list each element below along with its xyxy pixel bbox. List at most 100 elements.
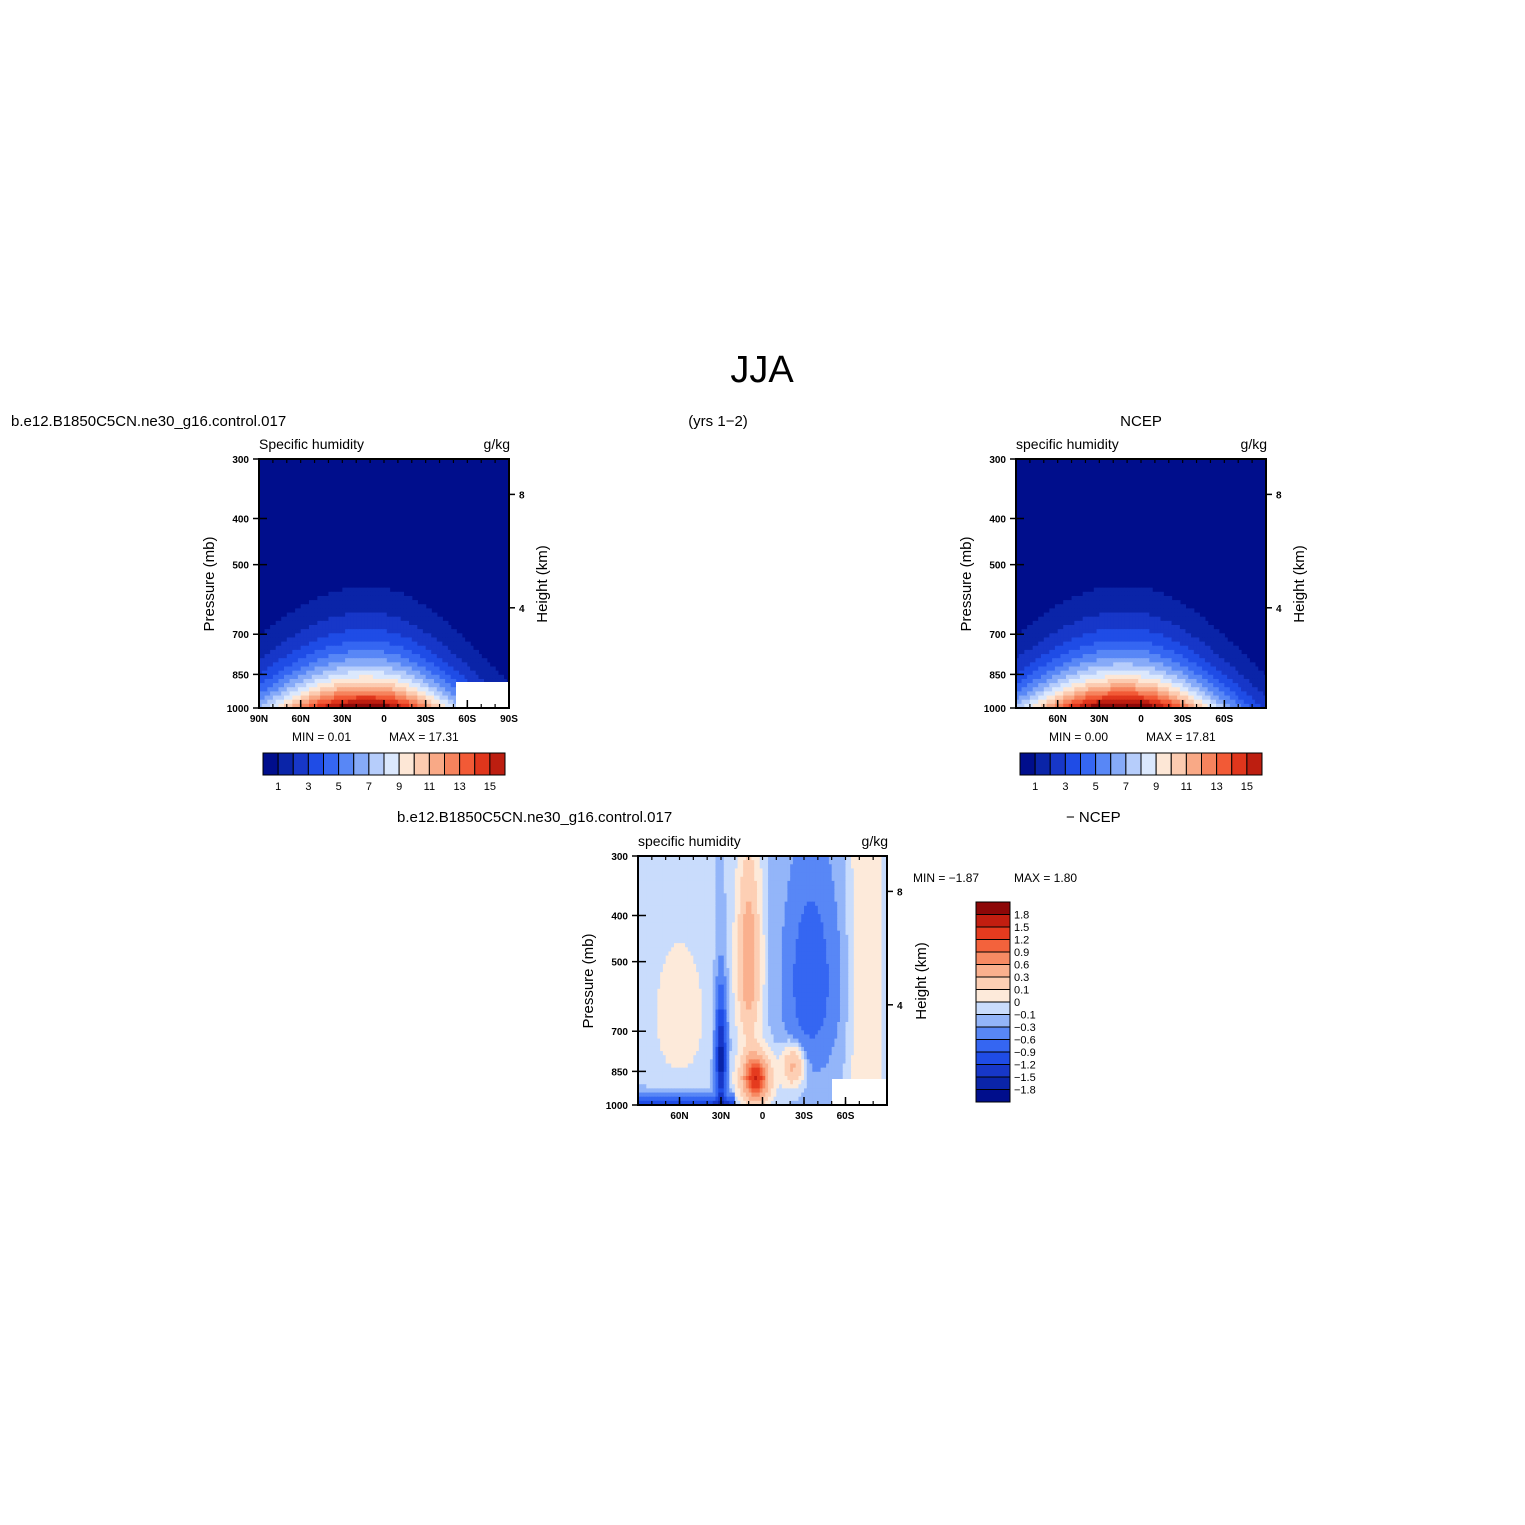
obs-cell — [1185, 658, 1189, 663]
obs-cell — [1157, 699, 1162, 705]
model-cell — [397, 608, 402, 614]
model-cell — [414, 604, 418, 609]
obs-cell — [1043, 641, 1048, 647]
obs-cell — [1082, 637, 1087, 643]
model-cell — [370, 641, 374, 647]
model-cell — [320, 691, 324, 697]
diff-cell — [759, 856, 764, 861]
model-cell — [411, 670, 416, 676]
obs-cell — [1088, 629, 1092, 634]
obs-cell — [1138, 637, 1142, 643]
model-cell — [350, 608, 355, 614]
obs-cell — [1243, 691, 1248, 697]
obs-cell — [1207, 662, 1212, 668]
obs-cell — [1124, 600, 1128, 605]
model-cell — [370, 612, 374, 618]
diff-cell — [848, 868, 852, 874]
diff-cell — [798, 856, 802, 861]
diff-cell — [701, 885, 705, 890]
obs-cell — [1054, 625, 1059, 630]
diff-cell — [718, 880, 722, 886]
model-cell — [278, 620, 282, 626]
model-cell — [384, 670, 388, 676]
model-cell — [300, 612, 305, 618]
diff-cell — [878, 868, 883, 874]
obs-cell — [1057, 666, 1062, 672]
obs-cell — [1152, 591, 1156, 597]
obs-cell — [1229, 658, 1234, 663]
model-cell — [300, 658, 305, 663]
obs-cell — [1041, 641, 1045, 647]
obs-cell — [1241, 687, 1245, 692]
model-cell — [339, 645, 343, 651]
obs-cell — [1107, 633, 1112, 639]
model-cell — [345, 616, 349, 622]
obs-cell — [1093, 645, 1098, 651]
obs-cell — [1079, 695, 1084, 701]
obs-cell — [1035, 633, 1039, 639]
model-cell — [434, 649, 438, 655]
model-cell — [306, 629, 310, 634]
obs-cell — [1196, 691, 1200, 697]
model-cell — [372, 608, 377, 614]
diff-cell — [770, 860, 775, 865]
model-cell — [320, 608, 324, 614]
obs-cell — [1118, 616, 1123, 622]
obs-cell — [1113, 633, 1117, 639]
obs-cell — [1104, 616, 1109, 622]
model-cell — [353, 654, 357, 659]
obs-cell — [1107, 703, 1112, 708]
model-cell — [331, 674, 335, 680]
obs-cell — [1168, 703, 1173, 708]
main-title: JJA — [730, 349, 794, 391]
obs-cell — [1082, 600, 1087, 605]
model-cell — [447, 662, 452, 668]
model-cell — [342, 595, 346, 601]
obs-cell — [1068, 691, 1073, 697]
model-cell — [272, 629, 277, 634]
model-cell — [322, 649, 327, 655]
obs-cell — [1132, 662, 1137, 668]
obs-cell — [1193, 612, 1198, 618]
model-cell — [489, 678, 493, 684]
obs-cell — [1104, 612, 1109, 618]
model-cell — [434, 683, 438, 688]
obs-cell — [1024, 629, 1028, 634]
obs-cell — [1143, 658, 1148, 663]
model-cell — [422, 670, 427, 676]
model-cell — [400, 616, 405, 622]
diff-cell — [851, 876, 855, 882]
obs-cell — [1252, 699, 1256, 705]
obs-cell — [1091, 641, 1095, 647]
model-cell — [414, 608, 418, 614]
diff-cell — [820, 872, 824, 878]
model-cell — [378, 625, 382, 630]
obs-cell — [1127, 674, 1131, 680]
model-cell — [378, 616, 382, 622]
model-cell — [397, 691, 402, 697]
obs-cell — [1193, 637, 1198, 643]
model-cell — [378, 658, 382, 663]
diff-cell — [707, 864, 711, 870]
model-cell — [334, 604, 338, 609]
obs-cell — [1135, 674, 1139, 680]
model-cell — [303, 699, 307, 705]
obs-cell — [1154, 695, 1159, 701]
model-cell — [389, 645, 393, 651]
model-cell — [289, 691, 293, 697]
model-cell — [389, 691, 393, 697]
model-cell — [320, 674, 324, 680]
obs-cell — [1174, 674, 1178, 680]
obs-cell — [1071, 645, 1075, 651]
model-cell — [417, 637, 421, 643]
obs-cell — [1021, 674, 1025, 680]
model-cell — [359, 591, 363, 597]
obs-cell — [1193, 654, 1198, 659]
obs-cell — [1221, 691, 1225, 697]
model-min-text: MIN = 0.01 — [292, 730, 351, 744]
obs-cell — [1079, 600, 1084, 605]
obs-cell — [1043, 683, 1048, 688]
model-cell — [284, 637, 288, 643]
obs-cell — [1102, 595, 1106, 601]
diff-cell — [848, 860, 852, 865]
